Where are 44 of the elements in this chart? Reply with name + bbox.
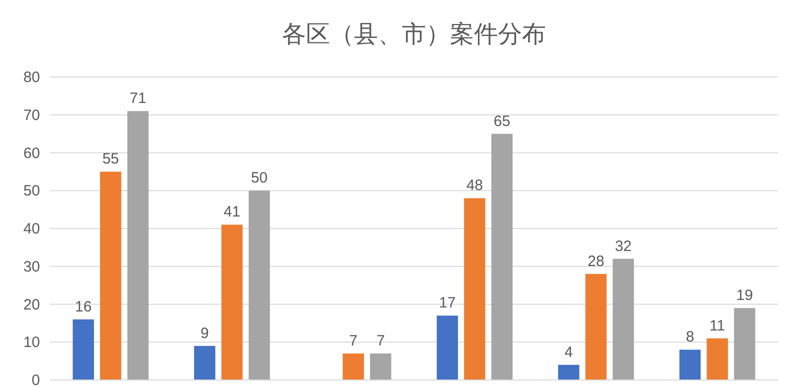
data-label: 32 bbox=[614, 238, 632, 255]
data-label: 65 bbox=[494, 112, 510, 130]
bar bbox=[436, 316, 458, 380]
y-tick-label: 50 bbox=[23, 182, 40, 200]
bar bbox=[370, 353, 392, 380]
bar bbox=[612, 258, 634, 380]
data-label: 19 bbox=[736, 287, 753, 304]
title: 各区（县、市）案件分布 bbox=[282, 21, 546, 48]
bar bbox=[342, 353, 364, 380]
bar bbox=[491, 134, 513, 380]
data-label: 16 bbox=[75, 298, 92, 316]
y-tick-label: 40 bbox=[23, 220, 40, 238]
bar bbox=[194, 346, 216, 380]
data-label: 4 bbox=[564, 344, 573, 361]
data-label: 7 bbox=[376, 332, 385, 350]
bar bbox=[221, 224, 243, 380]
bar bbox=[558, 364, 580, 380]
bar bbox=[585, 274, 607, 380]
y-tick-label: 80 bbox=[23, 69, 40, 86]
data-label: 17 bbox=[439, 294, 456, 312]
data-label: 50 bbox=[250, 170, 268, 187]
y-tick-label: 60 bbox=[23, 144, 40, 162]
data-label: 48 bbox=[466, 177, 484, 194]
data-label: 7 bbox=[349, 332, 358, 350]
y-tick-label: 70 bbox=[23, 106, 40, 124]
y-tick-label: 0 bbox=[32, 372, 40, 388]
data-label: 11 bbox=[710, 317, 726, 334]
y-tick-label: 20 bbox=[23, 296, 40, 314]
bar bbox=[706, 338, 728, 380]
data-label: 9 bbox=[200, 324, 209, 342]
data-label: 8 bbox=[686, 328, 694, 346]
bar bbox=[72, 319, 94, 380]
bar bbox=[248, 190, 270, 380]
bar bbox=[464, 198, 486, 380]
bar bbox=[679, 350, 701, 380]
bar bbox=[100, 172, 122, 380]
y-tick-label: 30 bbox=[23, 258, 40, 276]
bar bbox=[734, 308, 756, 380]
bar bbox=[127, 111, 149, 380]
y-tick-label: 10 bbox=[23, 334, 40, 352]
data-label: 55 bbox=[102, 150, 120, 168]
data-label: 71 bbox=[130, 90, 146, 108]
data-label: 41 bbox=[224, 204, 240, 221]
data-label: 28 bbox=[588, 252, 604, 270]
